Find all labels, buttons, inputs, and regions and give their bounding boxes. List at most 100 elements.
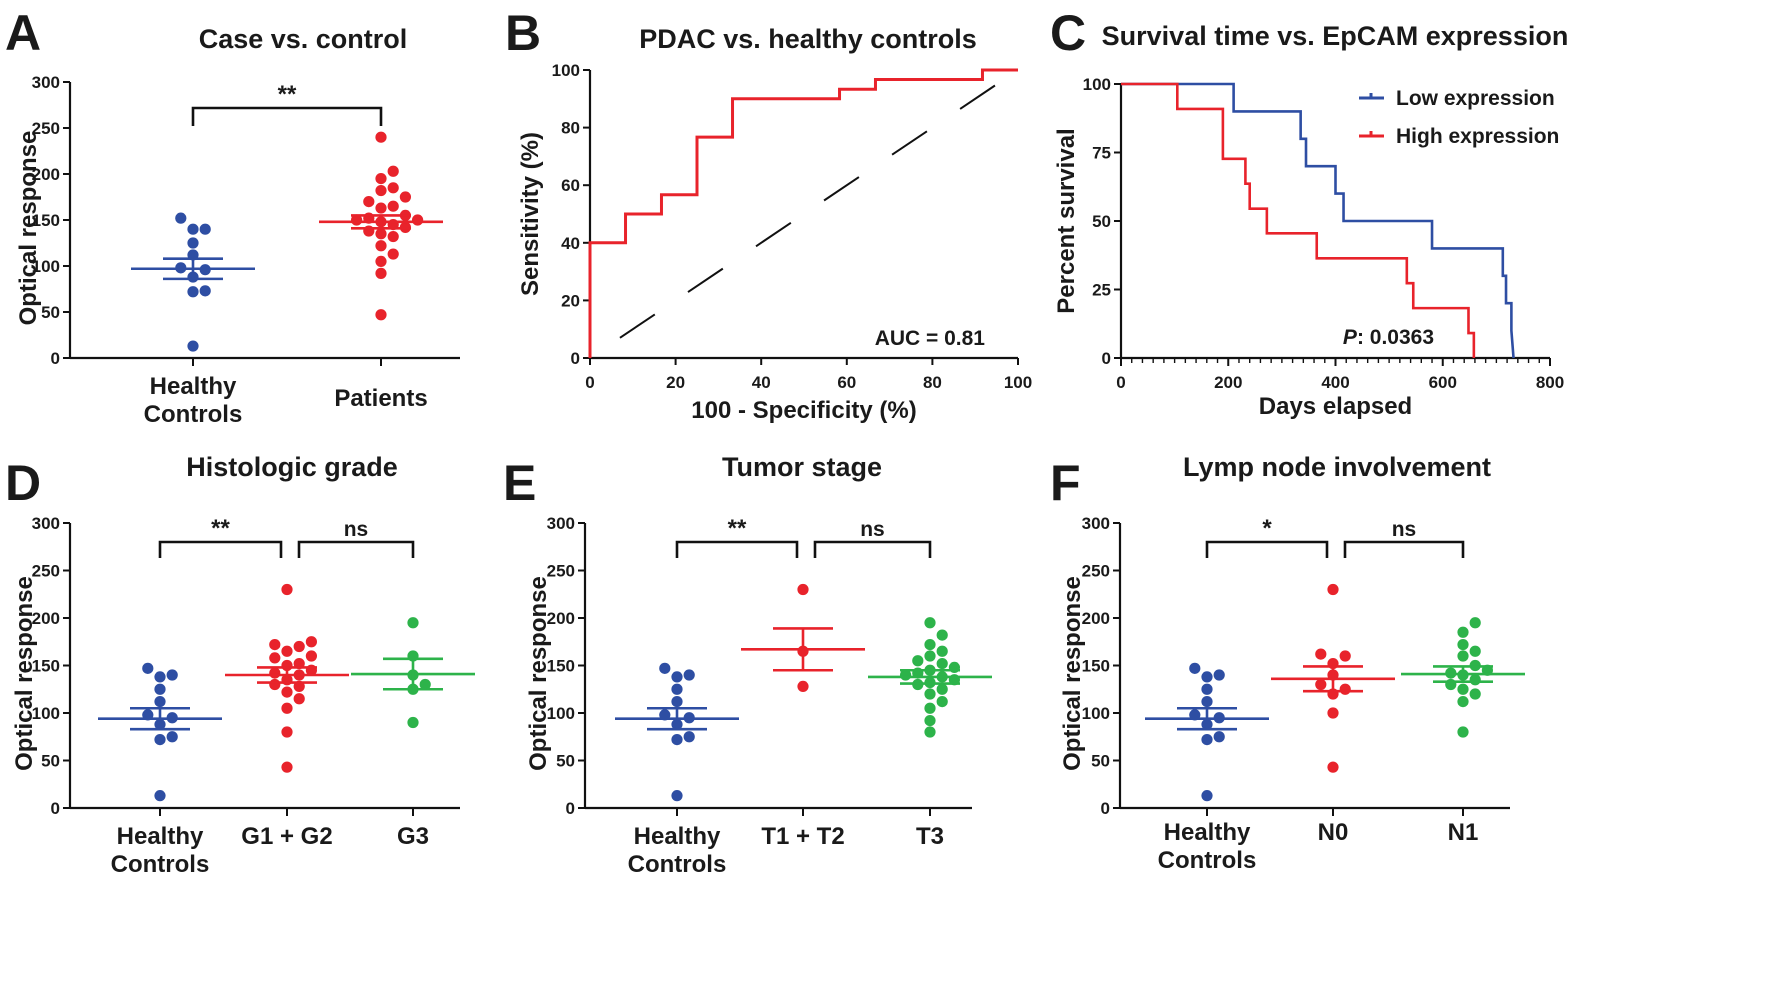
data-point xyxy=(199,285,211,297)
data-point xyxy=(1457,726,1469,738)
data-point xyxy=(293,693,305,705)
data-point xyxy=(1457,626,1469,638)
data-point xyxy=(154,734,166,746)
data-point xyxy=(1201,671,1213,683)
data-point xyxy=(683,731,695,743)
y-tick-label: 200 xyxy=(32,165,60,184)
data-point xyxy=(281,761,293,773)
data-point xyxy=(375,255,387,267)
data-point xyxy=(407,617,419,629)
y-tick-label: 300 xyxy=(32,73,60,92)
y-tick-label: 150 xyxy=(32,657,60,676)
chart-title: Survival time vs. EpCAM expression xyxy=(1102,21,1569,51)
y-tick-label: 300 xyxy=(1082,514,1110,533)
data-point xyxy=(1201,790,1213,802)
data-point xyxy=(187,340,199,352)
data-point xyxy=(683,669,695,681)
data-point xyxy=(154,671,166,683)
x-category-label: Controls xyxy=(144,401,243,428)
data-point xyxy=(924,702,936,714)
panel-c: C Survival time vs. EpCAM expression Perce… xyxy=(1050,5,1568,420)
data-point xyxy=(375,267,387,279)
data-point xyxy=(399,191,411,203)
y-axis-label: Percent survival xyxy=(1053,128,1080,313)
data-point xyxy=(293,640,305,653)
data-point xyxy=(924,726,936,738)
data-point xyxy=(269,652,281,664)
p-value-symbol: P xyxy=(1343,326,1358,349)
data-point xyxy=(412,214,424,226)
data-point xyxy=(269,639,281,651)
y-tick-label: 150 xyxy=(1082,657,1110,676)
data-point xyxy=(1469,688,1481,700)
data-point xyxy=(305,650,317,662)
data-point xyxy=(154,696,166,708)
data-point xyxy=(281,645,293,657)
data-point xyxy=(281,583,293,596)
significance-bracket xyxy=(191,106,383,126)
data-point xyxy=(154,683,166,695)
y-tick-label: 250 xyxy=(32,562,60,581)
significance-label: ** xyxy=(728,515,747,542)
x-category-label: Controls xyxy=(111,851,210,878)
y-tick-label: 0 xyxy=(566,799,575,818)
y-tick-label: 150 xyxy=(547,657,575,676)
y-tick-label: 150 xyxy=(32,211,60,230)
x-axis-label: 100 - Specificity (%) xyxy=(691,397,916,424)
data-point xyxy=(375,131,387,143)
data-point xyxy=(1469,674,1481,686)
data-point xyxy=(1339,683,1351,695)
y-axis-label: Optical response xyxy=(15,131,42,326)
data-point xyxy=(936,658,948,670)
panel-letter: D xyxy=(5,455,41,511)
x-tick-label: 60 xyxy=(837,373,856,392)
x-category-label: Healthy xyxy=(150,373,237,400)
data-point xyxy=(375,202,387,214)
data-point xyxy=(659,662,671,674)
chart-title: PDAC vs. healthy controls xyxy=(639,24,977,54)
data-point xyxy=(269,678,281,691)
x-category-label: N1 xyxy=(1448,819,1479,846)
data-point xyxy=(797,583,809,596)
y-tick-label: 50 xyxy=(41,303,60,322)
chart-title: Tumor stage xyxy=(722,452,882,482)
y-tick-label: 250 xyxy=(32,119,60,138)
y-tick-label: 80 xyxy=(561,119,580,138)
data-point xyxy=(375,184,387,197)
y-tick-label: 0 xyxy=(1102,349,1111,368)
data-point xyxy=(936,645,948,657)
data-point xyxy=(912,655,924,667)
x-tick-label: 600 xyxy=(1429,373,1457,392)
x-tick-label: 800 xyxy=(1536,373,1564,392)
data-point xyxy=(1315,678,1327,691)
x-category-label: N0 xyxy=(1318,819,1349,846)
y-tick-label: 60 xyxy=(561,176,580,195)
y-axis-label: Sensitivity (%) xyxy=(517,132,544,296)
significance-bracket xyxy=(297,540,415,558)
data-point xyxy=(1201,683,1213,695)
panel-letter: F xyxy=(1050,455,1081,511)
x-category-label: Healthy xyxy=(1164,819,1251,846)
legend-label: Low expression xyxy=(1396,87,1555,110)
y-tick-label: 75 xyxy=(1092,144,1111,163)
x-category-label: Controls xyxy=(628,851,727,878)
x-category-label: G3 xyxy=(397,823,429,850)
panel-letter: C xyxy=(1050,5,1086,61)
data-point xyxy=(375,309,387,321)
data-point xyxy=(671,790,683,802)
significance-bracket xyxy=(813,540,932,558)
y-tick-label: 300 xyxy=(547,514,575,533)
panel-letter: E xyxy=(503,455,536,511)
data-point xyxy=(387,182,399,194)
y-axis-label: Optical response xyxy=(525,576,552,771)
data-point xyxy=(407,716,419,729)
x-category-label: T3 xyxy=(916,823,944,850)
data-point xyxy=(924,639,936,651)
data-point xyxy=(269,667,281,679)
data-point xyxy=(281,726,293,738)
x-category-label: Patients xyxy=(334,385,427,412)
y-tick-label: 100 xyxy=(32,704,60,723)
data-point xyxy=(671,671,683,683)
data-point xyxy=(1457,683,1469,695)
significance-bracket xyxy=(1343,540,1465,558)
